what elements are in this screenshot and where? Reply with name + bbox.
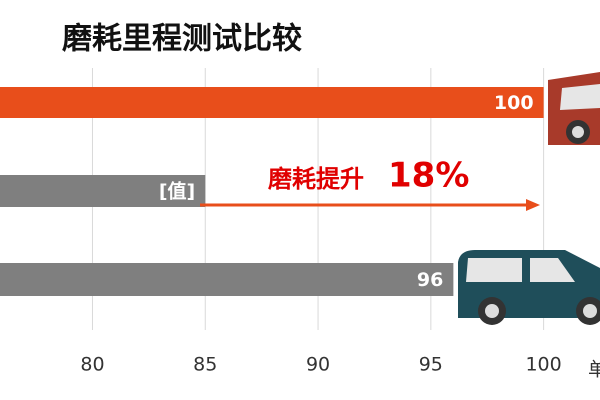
arrow-head — [526, 199, 540, 211]
x-tick-label: 90 — [306, 354, 330, 376]
chart-title: 磨耗里程测试比较 — [62, 22, 302, 57]
annotation: 磨耗提升 — [268, 165, 364, 193]
x-tick-label: 85 — [193, 354, 217, 376]
value-label: 100 — [494, 92, 534, 114]
value-label: [值] — [159, 180, 195, 203]
bar — [0, 87, 544, 118]
value-label: 96 — [417, 269, 443, 291]
bar — [0, 263, 454, 296]
x-tick-label: 100 — [525, 354, 561, 376]
annotation-highlight: 18% — [388, 156, 469, 196]
bars — [0, 87, 544, 296]
bar — [0, 175, 206, 207]
x-tick-label: 95 — [419, 354, 443, 376]
van-icon — [548, 72, 600, 145]
x-tick-label: 80 — [80, 354, 104, 376]
x-axis-label: 单 — [588, 359, 600, 381]
van-icon — [458, 250, 600, 325]
